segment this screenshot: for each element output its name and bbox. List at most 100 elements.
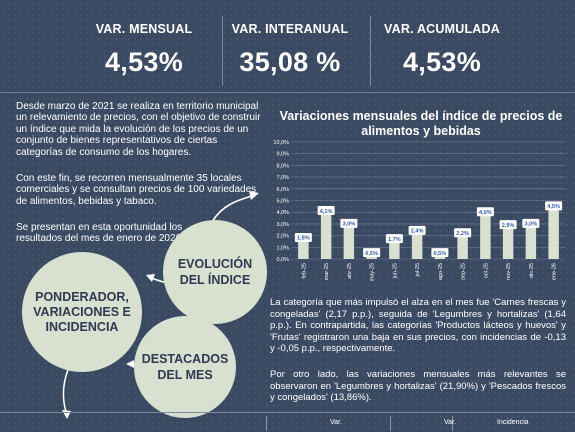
x-tick-label: sep-25 — [461, 263, 467, 280]
kpi-monthly-label: VAR. MENSUAL — [95, 22, 193, 36]
data-label-box — [431, 248, 449, 258]
x-tick-label: dic-25 — [529, 263, 535, 278]
data-label-box — [294, 232, 312, 242]
y-tick-label: 8,0% — [276, 163, 289, 169]
bar — [411, 230, 423, 259]
y-tick-label: 6,0% — [276, 187, 289, 193]
kpi-monthly: VAR. MENSUAL 4,53% — [69, 22, 219, 78]
destacados-text-1: La categoría que más impulsó el alza en … — [270, 297, 566, 355]
data-label-box — [408, 225, 426, 235]
data-label-box — [476, 207, 494, 217]
y-tick-label: 4,0% — [276, 210, 289, 216]
table-header-var-2: Var. — [444, 419, 456, 426]
y-tick-label: 7,0% — [276, 175, 289, 181]
x-tick-label: jun-25 — [392, 263, 398, 279]
evolucion-circle: EVOLUCIÓN DEL ÍNDICE — [163, 220, 267, 324]
kpi-interannual-value: 35,08 % — [239, 47, 341, 77]
x-tick-label: ago-25 — [438, 263, 444, 280]
monthly-variation-chart: 0,0% 1,0% 2,0% 3,0% 4,0% 5,0% 6,0% 7,0% 8,0% 9,0%… — [273, 140, 565, 281]
table-header-strip — [0, 412, 575, 432]
kpi-interannual: VAR. INTERANUAL 35,08 % — [215, 22, 365, 78]
data-label-box — [363, 248, 381, 258]
data-label-box — [317, 206, 335, 216]
table-header-incidencia: Incidencia — [497, 419, 529, 426]
y-tick-label: 5,0% — [276, 199, 289, 205]
kpi-divider — [222, 16, 223, 86]
kpi-monthly-value: 4,53% — [104, 47, 184, 77]
bar — [298, 237, 309, 259]
destacados-paragraph-2: Por otro lado, las variaciones mensuales… — [270, 369, 566, 404]
bar — [480, 212, 491, 259]
intro-text-2: Con este fin, se recorren mensualmente 3… — [16, 173, 257, 207]
y-tick-label: 3,0% — [276, 222, 289, 228]
bar — [389, 239, 400, 259]
x-tick-label: may-25 — [370, 263, 376, 281]
bar — [548, 206, 559, 259]
x-tick-label: jul-25 — [415, 263, 421, 277]
x-tick-label: ene-26 — [552, 263, 558, 280]
kpi-cumulative: VAR. ACUMULADA 4,53% — [367, 22, 517, 78]
ponderador-label-1: PONDERADOR, — [35, 289, 129, 304]
intro-text-1: Desde marzo de 2021 se realiza en territ… — [16, 101, 261, 158]
destacados-paragraph-1: La categoría que más impulsó el alza en … — [270, 297, 566, 355]
y-tick-label: 10,0% — [273, 140, 289, 146]
data-label: 2,9% — [502, 223, 515, 229]
data-label-box — [545, 201, 563, 211]
kpi-divider — [370, 16, 371, 86]
data-label: 0,5% — [434, 251, 447, 257]
intro-paragraph-1: Desde marzo de 2021 se realiza en territ… — [16, 101, 266, 158]
ponderador-label-2: VARIACIONES E — [33, 304, 131, 319]
data-label-box — [340, 218, 358, 228]
table-header-var-1: Var. — [330, 419, 342, 426]
arrow-head-destacados — [126, 360, 134, 368]
kpi-cumulative-value: 4,53% — [402, 47, 482, 77]
destacados-text-2: Por otro lado, las variaciones mensuales… — [270, 369, 566, 404]
table-column-divider — [266, 416, 267, 431]
bar — [320, 211, 332, 259]
data-label-box — [385, 234, 403, 244]
destacados-label-1: DESTACADOS — [141, 352, 229, 366]
bar — [457, 233, 468, 259]
data-label-box — [522, 218, 540, 228]
evolucion-label-1: EVOLUCIÓN — [177, 257, 253, 271]
data-label: 3,0% — [343, 222, 356, 228]
chart-title: Variaciones mensuales del índice de prec… — [279, 109, 563, 138]
kpi-band: VAR. MENSUAL 4,53% VAR. INTERANUAL 35,08… — [0, 0, 575, 93]
data-label: 2,4% — [411, 229, 424, 235]
intro-text-3: Se presentan en esta oportunidad los res… — [16, 222, 184, 245]
destacados-label-2: DEL MES — [157, 368, 213, 382]
table-column-divider — [390, 416, 391, 431]
ponderador-label-3: INCIDENCIA — [45, 319, 119, 334]
data-label: 4,5% — [547, 204, 560, 210]
data-label-box — [499, 220, 517, 230]
destacados-circle: DESTACADOS DEL MES — [134, 316, 236, 418]
bar — [502, 225, 514, 259]
data-label: 3,0% — [525, 222, 538, 228]
table-column-divider — [452, 416, 453, 431]
evolucion-label-2: DEL ÍNDICE — [179, 273, 251, 287]
x-tick-label: oct-25 — [483, 263, 489, 278]
intro-paragraph-3: Se presentan en esta oportunidad los res… — [16, 222, 191, 245]
x-tick-label: mar-25 — [324, 263, 330, 280]
data-label: 4,0% — [479, 210, 492, 216]
x-tick-label: feb-25 — [301, 263, 307, 279]
data-label: 0,5% — [365, 251, 378, 257]
x-tick-label: abr-25 — [347, 263, 353, 279]
y-tick-label: 0,0% — [276, 257, 289, 263]
kpi-cumulative-label: VAR. ACUMULADA — [384, 22, 500, 36]
ponderador-circle: PONDERADOR, VARIACIONES E INCIDENCIA — [22, 252, 142, 372]
arrow-head-ponderador — [146, 274, 155, 282]
data-label: 1,8% — [297, 236, 310, 242]
bar — [525, 223, 537, 259]
intro-paragraph-2: Con este fin, se recorren mensualmente 3… — [16, 173, 266, 207]
x-tick-label: nov-25 — [506, 263, 512, 280]
bar — [343, 223, 355, 259]
data-label: 2,2% — [456, 231, 469, 237]
data-label-box — [454, 228, 472, 238]
data-label: 1,7% — [388, 237, 401, 243]
y-tick-label: 1,0% — [276, 245, 289, 251]
kpi-interannual-label: VAR. INTERANUAL — [231, 22, 349, 36]
y-tick-label: 9,0% — [276, 152, 289, 158]
data-label: 4,1% — [320, 209, 333, 215]
y-tick-label: 2,0% — [276, 234, 289, 240]
